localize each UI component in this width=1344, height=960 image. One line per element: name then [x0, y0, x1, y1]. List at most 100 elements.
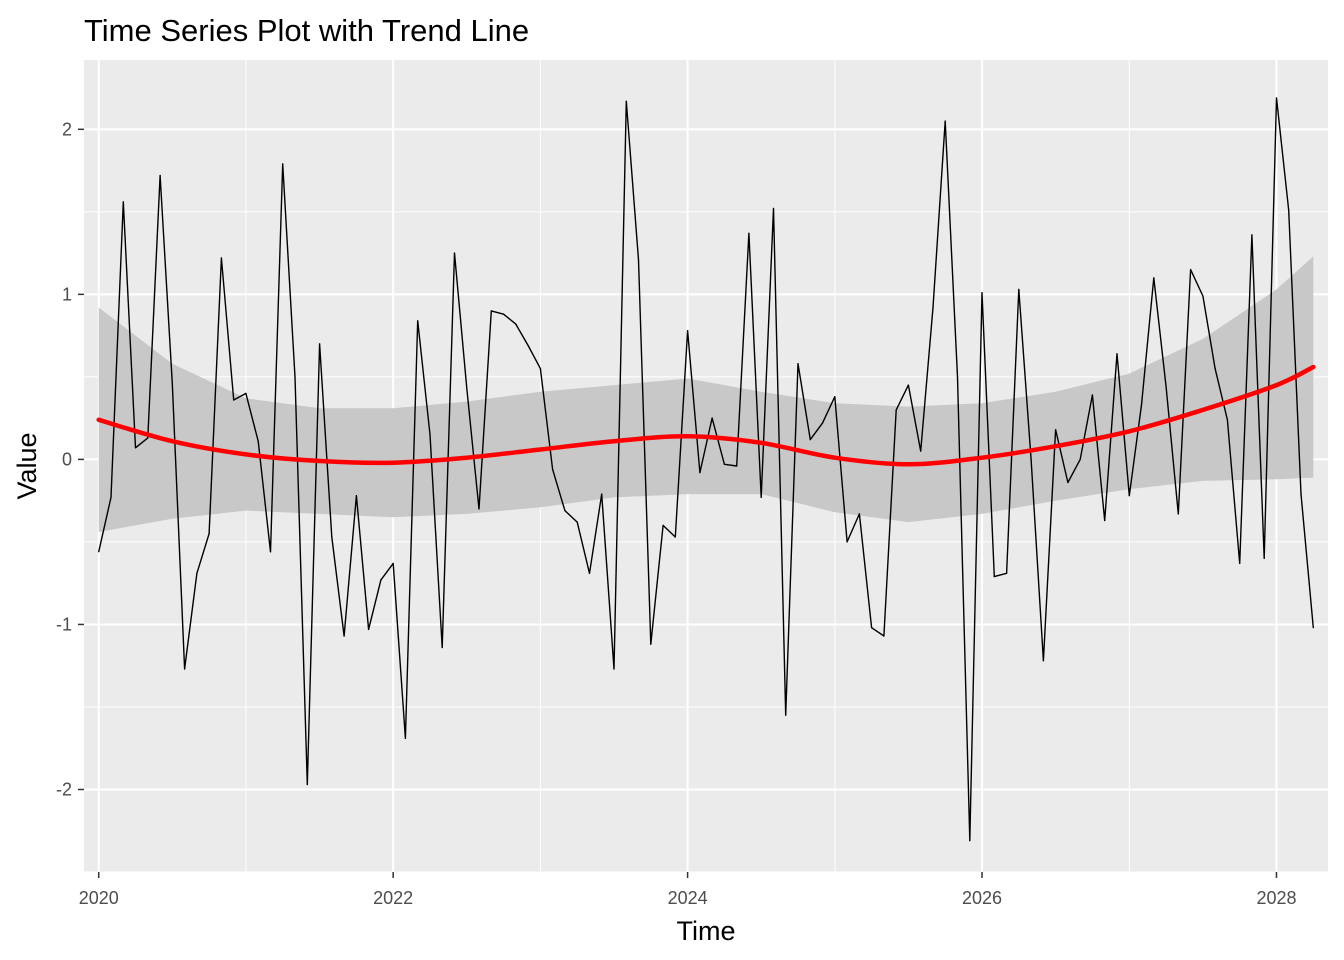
series-point: [736, 465, 738, 467]
series-point: [1312, 627, 1314, 629]
series-point: [1140, 404, 1143, 406]
series-point: [981, 292, 983, 294]
series-point: [1202, 295, 1204, 297]
series-point: [564, 510, 566, 512]
series-point: [466, 387, 468, 389]
series-point: [134, 447, 137, 449]
series-point: [122, 201, 124, 203]
series-point: [895, 409, 897, 411]
series-point: [404, 737, 406, 739]
series-point: [1055, 429, 1057, 431]
series-point: [343, 635, 345, 637]
series-point: [1288, 209, 1290, 211]
series-point: [539, 368, 542, 370]
series-point: [809, 439, 811, 441]
series-point: [306, 783, 308, 786]
series-point: [478, 508, 480, 510]
series-point: [687, 330, 689, 332]
series-point: [282, 163, 284, 165]
series-point: [969, 840, 971, 842]
y-tick-label: -2: [56, 779, 72, 799]
x-tick-label: 2022: [373, 888, 413, 908]
series-point: [503, 313, 505, 315]
series-point: [834, 396, 836, 398]
series-point: [723, 463, 726, 465]
series-point: [699, 472, 701, 474]
series-point: [220, 257, 222, 259]
series-point: [1214, 368, 1216, 370]
series-point: [429, 434, 431, 436]
series-point: [1018, 288, 1020, 290]
series-point: [1091, 394, 1093, 396]
series-point: [871, 627, 873, 629]
series-point: [1104, 519, 1106, 522]
series-point: [625, 100, 627, 102]
y-tick-label: 1: [62, 284, 72, 304]
series-point: [821, 422, 824, 424]
series-point: [662, 524, 664, 527]
y-tick-label: 2: [62, 119, 72, 139]
series-point: [98, 551, 100, 553]
series-point: [355, 495, 357, 497]
x-axis-title: Time: [677, 916, 736, 946]
series-point: [552, 468, 554, 470]
series-point: [932, 307, 934, 309]
series-point: [1079, 458, 1081, 460]
series-point: [1165, 386, 1167, 388]
series-point: [1128, 495, 1130, 497]
series-point: [441, 646, 443, 649]
series-point: [760, 496, 762, 498]
series-point: [1263, 557, 1265, 560]
series-point: [319, 343, 321, 345]
series-point: [797, 363, 799, 365]
y-tick-label: -1: [56, 614, 72, 634]
series-point: [171, 382, 173, 385]
series-point: [1190, 269, 1192, 271]
series-point: [1116, 353, 1118, 355]
series-point: [515, 323, 517, 325]
x-tick-label: 2024: [668, 888, 708, 908]
series-point: [601, 493, 603, 495]
series-point: [1226, 419, 1228, 421]
series-point: [846, 541, 848, 543]
series-point: [588, 572, 591, 574]
series-point: [245, 392, 247, 394]
series-point: [993, 576, 995, 578]
series-point: [944, 120, 946, 122]
series-point: [883, 635, 885, 637]
x-tick-label: 2020: [79, 888, 119, 908]
y-tick-label: 0: [62, 449, 72, 469]
series-point: [331, 536, 333, 538]
series-point: [674, 536, 676, 538]
series-point: [785, 714, 787, 716]
trend-line: [96, 364, 1316, 467]
series-point: [576, 521, 578, 523]
series-point: [920, 450, 922, 452]
series-point: [233, 399, 235, 401]
series-point: [1006, 572, 1008, 574]
series-point: [1042, 660, 1044, 662]
series-point: [1251, 234, 1253, 236]
series-point: [184, 668, 186, 670]
chart-title: Time Series Plot with Trend Line: [84, 13, 529, 48]
series-point: [1153, 277, 1155, 279]
x-tick-label: 2028: [1256, 888, 1296, 908]
x-tick-label: 2026: [962, 888, 1002, 908]
axes: 2020 2022 2024 2026 2028 -2 -1 0 1 2: [56, 119, 1297, 908]
series-point: [748, 232, 750, 234]
series-point: [1239, 562, 1241, 565]
series-point: [392, 562, 394, 565]
series-point: [858, 513, 861, 515]
series-point: [907, 384, 910, 386]
series-point: [294, 376, 296, 378]
series-point: [368, 628, 370, 631]
series-point: [650, 643, 652, 645]
series-point: [257, 440, 259, 442]
series-point: [208, 533, 210, 535]
series-point: [711, 417, 713, 419]
series-point: [453, 252, 456, 254]
series-point: [490, 310, 492, 312]
series-point: [417, 320, 419, 322]
series-point: [1177, 513, 1179, 515]
